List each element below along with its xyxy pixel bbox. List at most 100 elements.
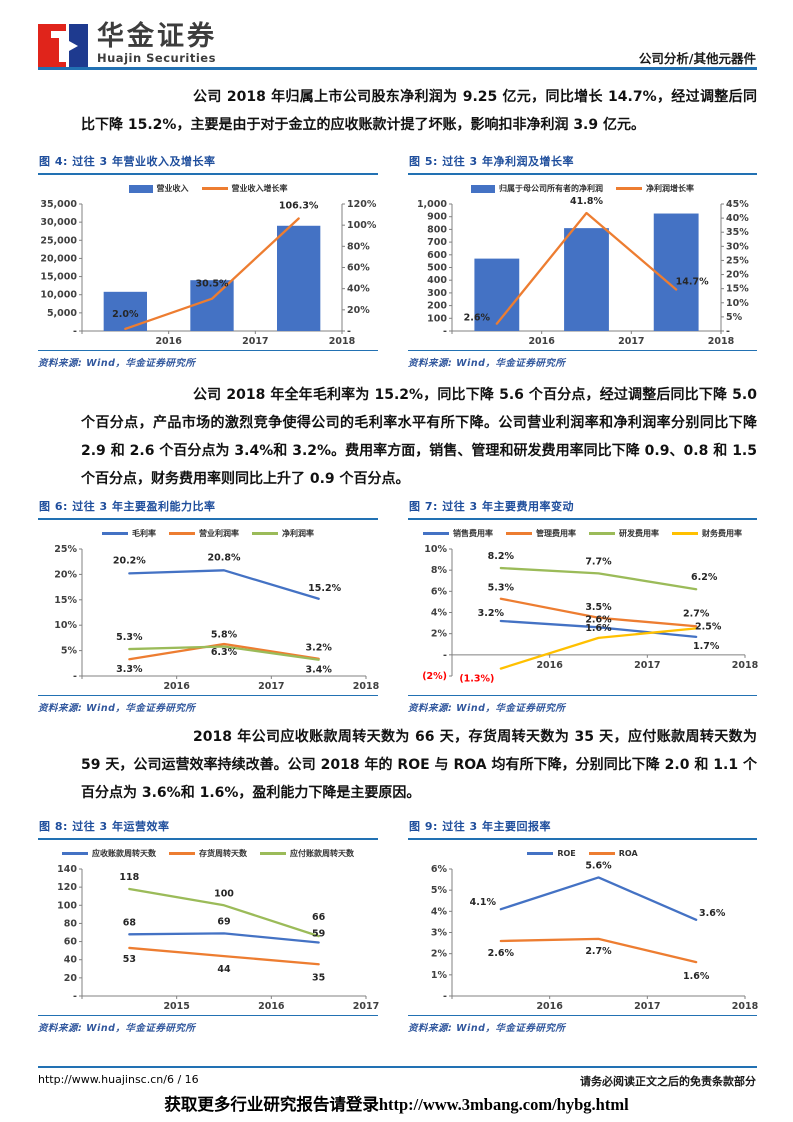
bar-series [474, 213, 699, 331]
legend-label: 应收账款周转天数 [92, 849, 156, 858]
line-series [499, 566, 698, 591]
bar-series [103, 225, 321, 331]
figure-4-source: 资料来源: Wind，华金证券研究所 [38, 350, 378, 369]
legend-label: 存货周转天数 [199, 849, 247, 858]
axis-tick-labels: (2%) - 2% 4% 6% 8% 10% 2016 2017 2018 [422, 544, 758, 682]
svg-text:69: 69 [217, 916, 230, 927]
svg-text:-: - [73, 991, 77, 1002]
figure-6-chart: - 5% 10% 15% 20% 25% 2016 2017 2018 20.2% 20.8% 15.… [54, 544, 379, 692]
line-series [499, 627, 698, 670]
svg-text:1,000: 1,000 [417, 199, 447, 210]
svg-text:500: 500 [427, 263, 447, 274]
svg-text:-: - [347, 326, 351, 337]
svg-text:20,000: 20,000 [40, 253, 77, 264]
figure-8-source: 资料来源: Wind，华金证券研究所 [38, 1015, 378, 1034]
svg-text:-: - [443, 991, 447, 1002]
svg-text:6.2%: 6.2% [691, 572, 718, 583]
legend-item: 管理费用率 [506, 528, 576, 539]
figure-panel-8: 图 8: 过往 3 年运营效率 应收账款周转天数 存货周转天数 应付账款周转天数 -… [38, 815, 379, 1034]
legend-swatch-icon [252, 532, 278, 535]
svg-text:700: 700 [427, 237, 447, 248]
svg-text:8%: 8% [431, 565, 448, 576]
figure-6-source: 资料来源: Wind，华金证券研究所 [38, 695, 378, 714]
svg-text:2.5%: 2.5% [695, 621, 722, 632]
figure-panel-6: 图 6: 过往 3 年主要盈利能力比率 毛利率 营业利润率 净利润率 - 5% 10% 1… [38, 495, 380, 714]
svg-text:1.6%: 1.6% [683, 971, 710, 982]
svg-text:4.1%: 4.1% [470, 897, 497, 908]
legend-label: 营业收入增长率 [231, 184, 288, 193]
legend-item: 应收账款周转天数 [62, 848, 156, 859]
svg-text:6%: 6% [431, 586, 448, 597]
svg-text:15%: 15% [54, 595, 77, 606]
svg-text:40: 40 [64, 955, 78, 966]
figure-7-chart: (2%) - 2% 4% 6% 8% 10% 2016 2017 2018 3.2% 2.6% 1.7%… [422, 544, 758, 685]
figure-8-title: 图 8: 过往 3 年运营效率 [38, 815, 378, 840]
svg-text:2017: 2017 [634, 660, 660, 671]
axis-tick-labels: - 1% 2% 3% 4% 5% 6% 2016 2017 2018 [431, 864, 759, 1012]
figure-9-source: 资料来源: Wind，华金证券研究所 [408, 1015, 757, 1034]
legend-swatch-icon [62, 852, 88, 855]
svg-text:15,000: 15,000 [40, 272, 77, 283]
data-labels: 2.6% 2.7% 1.6% [488, 946, 710, 982]
svg-text:20: 20 [64, 973, 78, 984]
paragraph-gross-margin: 公司 2018 年全年毛利率为 15.2%，同比下降 5.6 个百分点，经过调整… [81, 387, 757, 487]
site-url-link[interactable]: http://www.huajinsc.cn/ [38, 1073, 167, 1086]
svg-text:3.4%: 3.4% [305, 665, 332, 676]
svg-text:800: 800 [427, 224, 447, 235]
svg-text:6.3%: 6.3% [211, 647, 238, 658]
svg-text:120: 120 [57, 882, 77, 893]
header-divider [38, 67, 757, 70]
svg-text:40%: 40% [726, 213, 749, 224]
promo-link[interactable]: 获取更多行业研究报告请登录http://www.3mbang.com/hybg.… [164, 1095, 629, 1114]
line-series [128, 569, 320, 600]
svg-text:2017: 2017 [634, 1001, 660, 1012]
svg-text:7.7%: 7.7% [585, 556, 612, 567]
svg-text:1%: 1% [431, 970, 448, 981]
disclaimer-note: 请务必阅读正文之后的免责条款部分 [580, 1075, 756, 1088]
legend-label: 管理费用率 [536, 529, 576, 538]
line-series [128, 642, 320, 661]
figure-9-chart: - 1% 2% 3% 4% 5% 6% 2016 2017 2018 4.1% 5.6% 3.6% 2.6… [431, 860, 759, 1012]
svg-text:44: 44 [217, 964, 231, 975]
svg-text:2018: 2018 [732, 1001, 759, 1012]
svg-text:8.2%: 8.2% [488, 551, 515, 562]
paragraph-net-profit: 公司 2018 年归属上市公司股东净利润为 9.25 亿元，同比增长 14.7%… [81, 89, 757, 133]
svg-text:300: 300 [427, 288, 447, 299]
svg-text:2017: 2017 [353, 1001, 379, 1012]
legend-item: 应付账款周转天数 [260, 848, 354, 859]
huajin-logo-icon [38, 24, 88, 68]
legend-item: 归属于母公司所有者的净利润 [471, 183, 603, 194]
svg-text:1.6%: 1.6% [585, 623, 612, 634]
figure-7-source: 资料来源: Wind，华金证券研究所 [408, 695, 757, 714]
legend-label: ROA [618, 849, 638, 858]
legend-label: 应付账款周转天数 [290, 849, 354, 858]
svg-text:66: 66 [312, 912, 326, 923]
svg-text:(1.3%): (1.3%) [459, 674, 494, 685]
svg-text:40%: 40% [347, 284, 370, 295]
data-labels: 3.3% 6.3% 3.4% [116, 647, 332, 676]
svg-text:3.2%: 3.2% [305, 643, 332, 654]
svg-text:100%: 100% [347, 220, 377, 231]
svg-text:10%: 10% [424, 544, 447, 555]
svg-text:2016: 2016 [258, 1001, 285, 1012]
svg-text:60%: 60% [347, 263, 370, 274]
legend-item: ROA [588, 849, 638, 858]
axis-tick-labels: - 5% 10% 15% 20% 25% 2016 2017 2018 [54, 544, 379, 692]
svg-text:45%: 45% [726, 199, 749, 210]
figure-panel-7: 图 7: 过往 3 年主要费用率变动 销售费用率 管理费用率 研发费用率 财务费用率 … [408, 495, 759, 714]
legend-label: 研发费用率 [619, 529, 659, 538]
svg-text:(2%): (2%) [422, 671, 447, 682]
legend-swatch-icon [527, 852, 554, 855]
figure-panel-4: 图 4: 过往 3 年营业收入及增长率 营业收入 营业收入增长率 - 5,000 10… [38, 150, 378, 369]
svg-text:-: - [73, 671, 77, 682]
line-series [128, 932, 320, 944]
line-series [128, 645, 320, 661]
brand-name-en: Huajin Securities [97, 51, 216, 65]
svg-text:5.3%: 5.3% [116, 632, 143, 643]
svg-text:2016: 2016 [536, 1001, 563, 1012]
line-series [128, 946, 320, 966]
legend-label: 销售费用率 [453, 529, 493, 538]
legend-swatch-icon [588, 852, 615, 855]
figure-8-legend: 应收账款周转天数 存货周转天数 应付账款周转天数 [38, 847, 378, 860]
legend-swatch-icon [672, 532, 698, 535]
